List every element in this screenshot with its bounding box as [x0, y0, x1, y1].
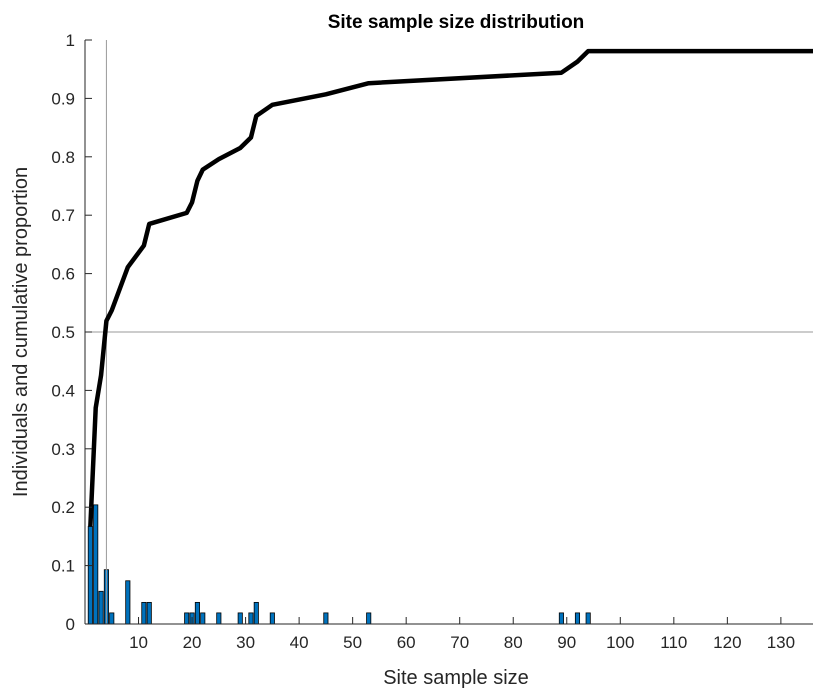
- y-tick-label: 0.1: [51, 557, 75, 576]
- bar: [125, 580, 131, 625]
- bar: [194, 601, 200, 625]
- x-tick-label: 90: [557, 633, 576, 652]
- y-tick-label: 0.9: [51, 89, 75, 108]
- bar: [184, 612, 190, 625]
- y-tick-label: 0.7: [51, 206, 75, 225]
- bar: [248, 612, 254, 625]
- x-axis-label: Site sample size: [383, 667, 529, 689]
- bar: [253, 601, 259, 625]
- bar: [200, 612, 206, 625]
- x-tick-label: 20: [183, 633, 202, 652]
- x-tick-label: 30: [236, 633, 255, 652]
- y-tick-label: 1: [66, 31, 75, 50]
- y-tick-label: 0.6: [51, 265, 75, 284]
- y-tick-label: 0.3: [51, 440, 75, 459]
- bar: [216, 612, 222, 625]
- x-tick-label: 130: [767, 633, 795, 652]
- bar: [323, 612, 329, 625]
- y-tick-label: 0: [66, 615, 75, 634]
- bar: [109, 612, 115, 625]
- x-tick-label: 110: [660, 633, 687, 652]
- x-tick-label: 120: [713, 633, 741, 652]
- bar: [366, 612, 372, 625]
- cumulative-line-group: [88, 48, 813, 527]
- bar: [146, 601, 152, 625]
- y-axis-ticks: 0 0.1 0.2 0.3 0.4 0.5 0.6 0.7 0.8 0.9 1: [51, 31, 92, 634]
- bar: [93, 504, 99, 625]
- bar: [141, 601, 147, 625]
- chart-title: Site sample size distribution: [328, 12, 585, 33]
- x-tick-label: 10: [129, 633, 148, 652]
- x-tick-label: 70: [450, 633, 469, 652]
- bar: [87, 526, 93, 625]
- bar: [98, 590, 104, 625]
- y-tick-label: 0.8: [51, 148, 75, 167]
- x-tick-label: 60: [397, 633, 416, 652]
- x-tick-label: 40: [290, 633, 309, 652]
- y-axis-label: Individuals and cumulative proportion: [10, 167, 32, 497]
- bar: [237, 612, 243, 625]
- bar: [558, 612, 564, 625]
- x-tick-label: 80: [504, 633, 523, 652]
- bar: [269, 612, 275, 625]
- y-tick-label: 0.2: [51, 498, 75, 517]
- x-axis-ticks: 10 20 30 40 50 60 70 80 90 100 110 120 130: [129, 617, 795, 652]
- x-tick-label: 50: [343, 633, 362, 652]
- y-tick-label: 0.5: [51, 323, 75, 342]
- cumulative-line: [88, 48, 813, 527]
- y-tick-label: 0.4: [51, 381, 75, 400]
- bar: [585, 612, 591, 625]
- x-tick-label: 100: [606, 633, 634, 652]
- bar: [574, 612, 581, 625]
